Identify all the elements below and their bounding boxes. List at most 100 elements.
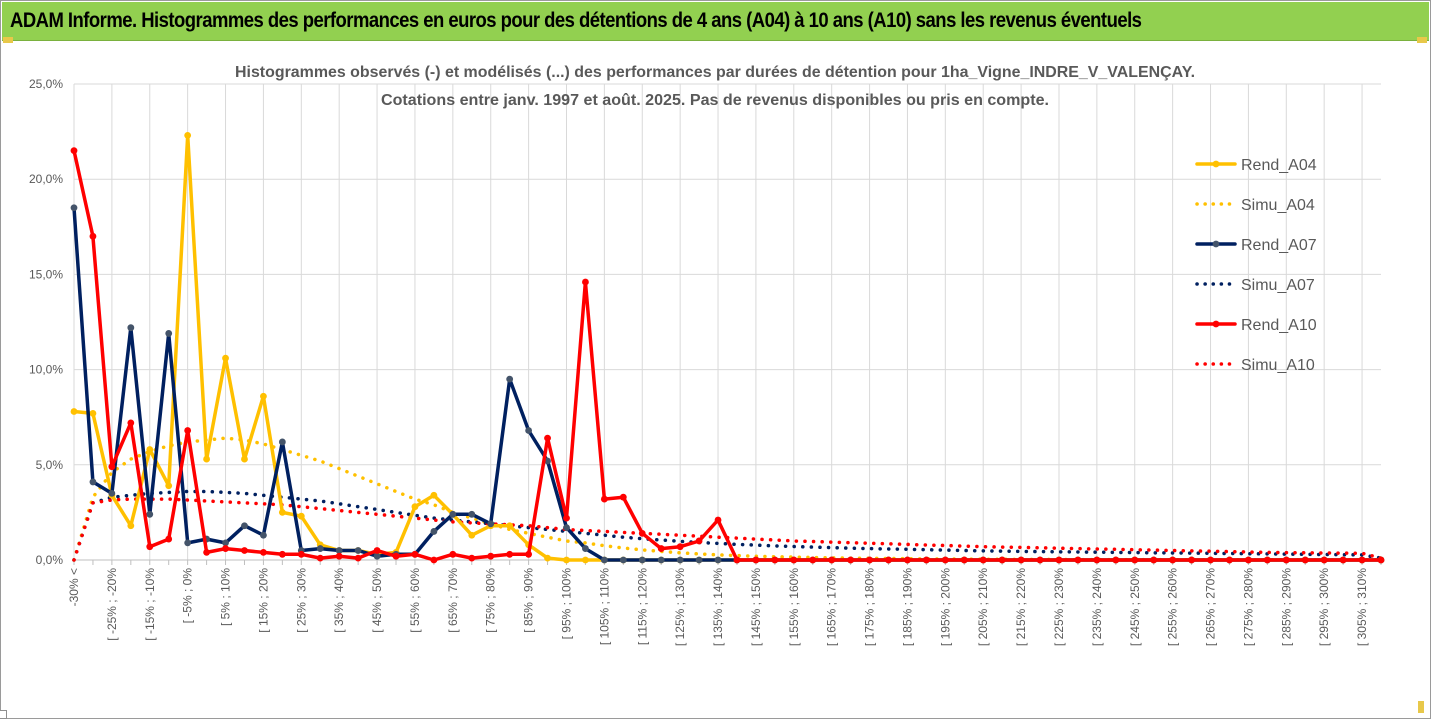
data-point-rend_a04 (89, 409, 97, 417)
corner-marker-top-right (1417, 37, 1427, 43)
x-tick-label: [ 85% ; 90% (522, 568, 536, 633)
data-point-rend_a07 (525, 427, 533, 434)
data-point-rend_a07 (619, 556, 627, 564)
data-point-rend_a10 (1226, 556, 1233, 564)
data-point-rend_a10 (1055, 556, 1063, 564)
resize-handle-bottom-left[interactable] (0, 710, 7, 719)
data-point-rend_a07 (278, 438, 286, 446)
data-point-rend_a04 (127, 522, 135, 530)
x-tick-label: [ 45% ; 50% (370, 568, 384, 633)
data-point-rend_a07 (600, 556, 608, 564)
data-point-rend_a10 (657, 545, 665, 552)
series-line-simu_a07 (72, 489, 1383, 562)
data-point-rend_a10 (297, 550, 305, 558)
chart-legend: Rend_A04 Simu_A04 Rend_A07 Simu_A07 Rend_A10… (1195, 157, 1317, 374)
data-point-rend_a10 (222, 545, 229, 552)
data-point-rend_a10 (771, 556, 779, 564)
x-tick-label: [ 285% ; 290% (1279, 568, 1293, 646)
data-point-rend_a10 (1282, 556, 1290, 564)
x-tick-label: [ 275% ; 280% (1241, 568, 1255, 646)
series-line-rend_a07 (72, 206, 1383, 562)
y-tick-label: 20,0% (29, 172, 63, 186)
data-point-rend_a10 (847, 556, 855, 564)
corner-marker-bottom-right (1418, 701, 1424, 713)
x-tick-label: [ 25% ; 30% (294, 568, 308, 633)
data-point-rend_a10 (373, 547, 381, 554)
data-point-rend_a10 (1188, 556, 1195, 564)
y-tick-label: 10,0% (29, 363, 63, 377)
x-tick-label: [ 215% ; 220% (1014, 568, 1028, 646)
data-point-rend_a04 (146, 446, 154, 453)
data-point-rend_a10 (354, 554, 362, 562)
x-tick-label: [ 265% ; 270% (1204, 568, 1218, 646)
data-point-rend_a04 (165, 482, 173, 490)
data-point-rend_a10 (1150, 556, 1158, 564)
x-tick-label: [ 205% ; 210% (976, 568, 990, 646)
data-point-rend_a04 (184, 132, 192, 139)
x-tick-label: -30% < (67, 568, 81, 606)
data-point-rend_a10 (1320, 556, 1328, 564)
data-point-rend_a07 (638, 556, 646, 564)
data-point-rend_a04 (260, 392, 267, 400)
y-tick-label: 15,0% (29, 267, 63, 281)
data-point-rend_a07 (260, 531, 267, 539)
x-tick-label: [ 225% ; 230% (1052, 568, 1066, 646)
data-point-rend_a10 (885, 556, 892, 564)
data-point-rend_a10 (449, 550, 457, 558)
data-point-rend_a07 (430, 528, 438, 535)
data-point-rend_a10 (695, 537, 703, 545)
data-point-rend_a04 (241, 455, 248, 463)
data-point-rend_a04 (411, 503, 419, 511)
data-point-rend_a04 (203, 455, 210, 463)
data-point-rend_a07 (354, 547, 362, 554)
x-tick-label: [ 245% ; 250% (1128, 568, 1142, 646)
legend-marker-rend_a10 (1212, 320, 1220, 328)
x-tick-label: [ 295% ; 300% (1317, 568, 1331, 646)
data-point-rend_a07 (563, 524, 570, 532)
data-point-rend_a04 (582, 556, 589, 564)
data-point-rend_a10 (525, 550, 533, 558)
data-point-rend_a10 (335, 552, 343, 560)
x-tick-label: [ 135% ; 140% (711, 568, 725, 646)
y-tick-label: 0,0% (36, 553, 64, 567)
data-point-rend_a10 (411, 550, 419, 558)
data-point-rend_a10 (1301, 556, 1309, 564)
data-point-rend_a07 (657, 556, 665, 564)
data-point-rend_a04 (222, 354, 229, 362)
legend-label-rend_a10: Rend_A10 (1241, 317, 1317, 334)
legend-label-simu_a10: Simu_A10 (1241, 357, 1315, 374)
data-point-rend_a04 (70, 408, 78, 415)
data-point-rend_a10 (1339, 556, 1347, 564)
data-point-rend_a10 (108, 463, 116, 471)
data-point-rend_a10 (1169, 556, 1177, 564)
data-point-rend_a10 (638, 529, 646, 537)
data-point-rend_a07 (316, 545, 324, 552)
data-point-rend_a10 (184, 427, 192, 434)
x-tick-label: [ 65% ; 70% (446, 568, 460, 633)
data-point-rend_a10 (70, 147, 78, 155)
data-point-rend_a10 (316, 554, 324, 562)
data-point-rend_a10 (1093, 556, 1101, 564)
legend-label-rend_a07: Rend_A07 (1241, 237, 1317, 254)
y-tick-label: 25,0% (29, 77, 63, 91)
data-point-rend_a04 (430, 491, 438, 499)
legend-marker-rend_a07 (1212, 240, 1220, 248)
data-point-rend_a10 (430, 556, 438, 564)
data-point-rend_a10 (1377, 556, 1385, 564)
data-point-rend_a07 (146, 510, 154, 518)
data-point-rend_a10 (960, 556, 968, 564)
x-tick-label: [ -25% ; -20% (105, 568, 119, 641)
data-point-rend_a07 (449, 510, 457, 518)
data-point-rend_a04 (563, 556, 570, 564)
data-point-rend_a07 (165, 330, 173, 337)
x-tick-label: [ 125% ; 130% (673, 568, 687, 646)
x-tick-label: [ 235% ; 240% (1090, 568, 1104, 646)
chart-series (70, 132, 1385, 564)
x-tick-label: [ 15% ; 20% (256, 568, 270, 633)
x-tick-label: [ 5% ; 10% (219, 568, 233, 626)
x-tick-label: [ 75% ; 80% (484, 568, 498, 633)
data-point-rend_a10 (203, 548, 210, 556)
data-point-rend_a04 (468, 531, 476, 539)
data-point-rend_a07 (70, 204, 78, 212)
